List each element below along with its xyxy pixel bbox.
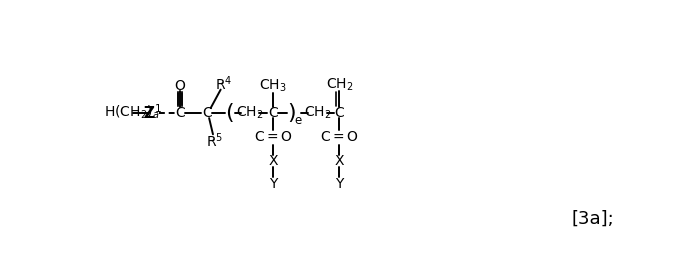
Text: [3a];: [3a]; <box>572 210 615 228</box>
Text: R$^4$: R$^4$ <box>215 74 232 93</box>
Text: (: ( <box>225 103 235 123</box>
Text: C$=$O: C$=$O <box>253 130 292 144</box>
Text: CH$_2$: CH$_2$ <box>325 77 353 93</box>
Text: O: O <box>174 79 185 93</box>
Text: Y: Y <box>269 177 277 191</box>
Text: X: X <box>334 154 344 168</box>
Text: C: C <box>175 106 185 120</box>
Text: CH$_3$: CH$_3$ <box>259 78 287 94</box>
Text: C: C <box>334 106 344 120</box>
Text: X: X <box>268 154 278 168</box>
Text: C: C <box>202 106 211 120</box>
Text: e: e <box>294 114 302 127</box>
Text: C$=$O: C$=$O <box>320 130 359 144</box>
Text: CH$_2$: CH$_2$ <box>236 104 264 121</box>
Text: H(CH$_2$)$_a$: H(CH$_2$)$_a$ <box>105 104 160 121</box>
Text: Y: Y <box>335 177 343 191</box>
Text: ): ) <box>287 103 296 123</box>
Text: R$^5$: R$^5$ <box>206 131 223 150</box>
Text: Z$^1$: Z$^1$ <box>143 103 163 122</box>
Text: CH$_2$: CH$_2$ <box>304 104 332 121</box>
Text: C: C <box>268 106 278 120</box>
